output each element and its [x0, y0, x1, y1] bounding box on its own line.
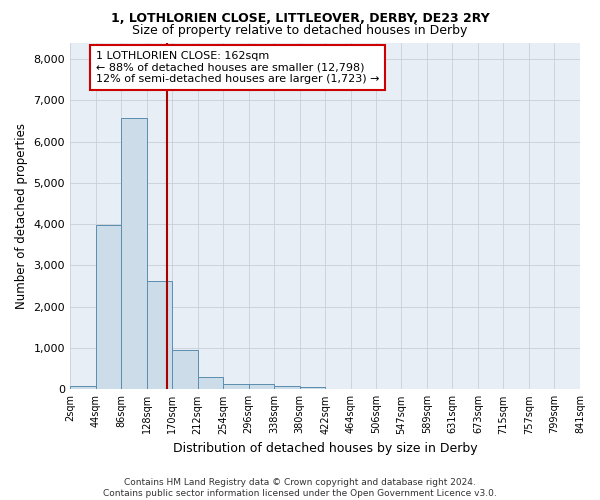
Bar	[121, 118, 146, 390]
Bar	[172, 350, 197, 390]
Text: Contains HM Land Registry data © Crown copyright and database right 2024.
Contai: Contains HM Land Registry data © Crown c…	[103, 478, 497, 498]
Bar	[274, 386, 300, 390]
Bar	[197, 376, 223, 390]
Bar	[95, 225, 121, 390]
Text: 1, LOTHLORIEN CLOSE, LITTLEOVER, DERBY, DE23 2RY: 1, LOTHLORIEN CLOSE, LITTLEOVER, DERBY, …	[110, 12, 490, 26]
Bar	[70, 386, 95, 390]
Bar	[249, 384, 274, 390]
Y-axis label: Number of detached properties: Number of detached properties	[15, 123, 28, 309]
Text: Size of property relative to detached houses in Derby: Size of property relative to detached ho…	[133, 24, 467, 37]
X-axis label: Distribution of detached houses by size in Derby: Distribution of detached houses by size …	[173, 442, 478, 455]
Bar	[223, 384, 249, 390]
Bar	[300, 387, 325, 390]
Text: 1 LOTHLORIEN CLOSE: 162sqm
← 88% of detached houses are smaller (12,798)
12% of : 1 LOTHLORIEN CLOSE: 162sqm ← 88% of deta…	[95, 51, 379, 84]
Bar	[146, 281, 172, 390]
